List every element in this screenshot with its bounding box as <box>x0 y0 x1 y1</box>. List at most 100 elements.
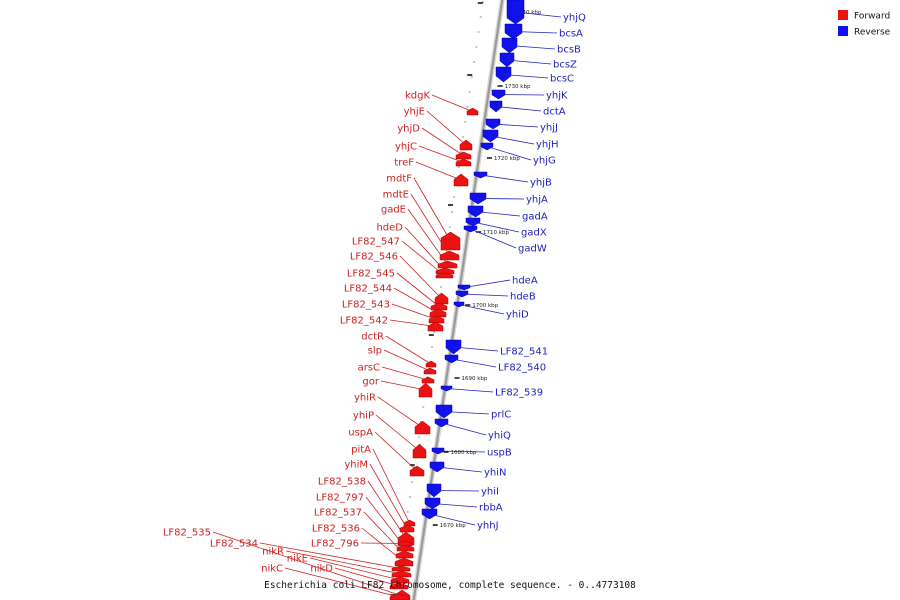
reverse-leader-line <box>429 513 476 526</box>
gene-label-lf82-546[interactable]: LF82_546 <box>350 252 398 263</box>
gene-label-lf82-539[interactable]: LF82_539 <box>495 388 543 399</box>
gene-label-prlc[interactable]: prlC <box>491 410 511 421</box>
gene-label-yhjk[interactable]: yhjK <box>546 91 568 102</box>
gene-label-slp[interactable]: slp <box>368 346 382 357</box>
forward-leader-line <box>421 127 464 156</box>
gene-label-lf82-535[interactable]: LF82_535 <box>163 528 211 539</box>
gene-label-dctr[interactable]: dctR <box>361 332 384 343</box>
gene-label-lf82-540[interactable]: LF82_540 <box>498 363 546 374</box>
gene-label-yhjc[interactable]: yhjC <box>395 142 417 153</box>
forward-leader-line <box>377 396 423 428</box>
gene-label-lf82-536[interactable]: LF82_536 <box>312 524 360 535</box>
reverse-leader-line <box>436 466 483 473</box>
gene-label-yhip[interactable]: yhiP <box>353 411 374 422</box>
reverse-leader-line <box>458 304 505 315</box>
gene-label-bcsz[interactable]: bcsZ <box>553 60 577 71</box>
reverse-leader-line <box>475 211 521 217</box>
gene-label-yhje[interactable]: yhjE <box>404 107 425 118</box>
gene-label-yhjd[interactable]: yhjD <box>397 124 420 135</box>
gene-label-uspb[interactable]: uspB <box>487 448 512 459</box>
gene-label-tref[interactable]: treF <box>394 158 414 169</box>
gene-label-yhid[interactable]: yhiD <box>506 310 529 321</box>
reverse-leader-line <box>432 503 478 508</box>
gene-label-dcta[interactable]: dctA <box>543 107 566 118</box>
gene-label-mdte[interactable]: mdtE <box>383 190 409 201</box>
legend-label: Forward <box>854 12 890 22</box>
gene-label-rbba[interactable]: rbbA <box>479 503 503 514</box>
gene-label-nike[interactable]: nikE <box>287 554 308 565</box>
reverse-leader-line <box>470 228 517 249</box>
gene-label-hdea[interactable]: hdeA <box>512 276 538 287</box>
reverse-leader-line <box>477 198 525 200</box>
reverse-leader-line <box>463 279 511 288</box>
gene-label-gade[interactable]: gadE <box>381 205 406 216</box>
forward-leader-line <box>365 496 406 549</box>
gene-label-kdgk[interactable]: kdgK <box>405 91 430 102</box>
gene-label-lf82-543[interactable]: LF82_543 <box>342 300 390 311</box>
forward-leader-line <box>393 287 439 314</box>
reverse-leader-line <box>451 358 497 368</box>
gene-label-bcsb[interactable]: bcsB <box>557 45 581 56</box>
gene-label-yhim[interactable]: yhiM <box>344 460 368 471</box>
gene-label-hded[interactable]: hdeD <box>376 223 403 234</box>
gene-label-lf82-796[interactable]: LF82_796 <box>311 539 359 550</box>
gene-label-gada[interactable]: gadA <box>522 212 548 223</box>
gene-label-nikr[interactable]: nikR <box>262 547 284 558</box>
position-tick-label: 1670 kbp <box>440 523 466 529</box>
forward-leader-line <box>363 511 405 555</box>
gene-label-nikd[interactable]: nikD <box>310 564 333 575</box>
gene-label-yhhj[interactable]: yhhJ <box>477 521 499 532</box>
gene-label-lf82-541[interactable]: LF82_541 <box>500 347 548 358</box>
position-tick-label: 1700 kbp <box>472 303 498 309</box>
gene-label-lf82-547[interactable]: LF82_547 <box>352 237 400 248</box>
reverse-leader-line <box>503 74 549 79</box>
gene-label-yhja[interactable]: yhjA <box>526 195 548 206</box>
gene-label-yhjh[interactable]: yhjH <box>536 140 559 151</box>
forward-leader-line <box>334 567 400 587</box>
gene-label-lf82-545[interactable]: LF82_545 <box>347 269 395 280</box>
reverse-leader-line <box>486 146 532 161</box>
gene-label-lf82-538[interactable]: LF82_538 <box>318 477 366 488</box>
gene-label-lf82-544[interactable]: LF82_544 <box>344 284 392 295</box>
gene-label-yhjq[interactable]: yhjQ <box>563 13 586 24</box>
gene-label-lf82-537[interactable]: LF82_537 <box>314 508 362 519</box>
gene-label-lf82-542[interactable]: LF82_542 <box>340 316 388 327</box>
forward-leader-line <box>309 557 401 581</box>
gene-label-gor[interactable]: gor <box>362 377 379 388</box>
gene-label-uspa[interactable]: uspA <box>348 428 373 439</box>
position-tick-label: 1710 kbp <box>483 230 509 236</box>
gene-label-bcsa[interactable]: bcsA <box>559 29 583 40</box>
position-tick-label: 1680 kbp <box>451 450 477 456</box>
gene-label-yhii[interactable]: yhiI <box>481 487 499 498</box>
gene-label-mdtf[interactable]: mdtF <box>386 174 412 185</box>
gene-label-gadw[interactable]: gadW <box>518 244 547 255</box>
gene-label-lf82-534[interactable]: LF82_534 <box>210 539 258 550</box>
gene-label-bcsc[interactable]: bcsC <box>550 74 574 85</box>
gene-label-lf82-797[interactable]: LF82_797 <box>316 493 364 504</box>
gene-label-yhjj[interactable]: yhjJ <box>540 123 558 134</box>
reverse-leader-line <box>446 388 494 393</box>
reverse-leader-line <box>480 174 529 183</box>
legend-swatch <box>838 26 848 36</box>
position-tick-label: 1730 kbp <box>505 84 531 90</box>
legend-label: Reverse <box>854 28 891 38</box>
reverse-genes: yhjQ bcsA bcsB bcsZ bcsC yhjK dctA yhjJ yhjH yhjG… <box>421 0 586 532</box>
forward-leader-line <box>404 226 446 272</box>
forward-leader-line <box>381 366 429 381</box>
reverse-leader-line <box>441 422 487 436</box>
gene-label-pita[interactable]: pitA <box>351 445 371 456</box>
gene-label-nikc[interactable]: nikC <box>261 564 283 575</box>
reverse-leader-line <box>513 31 558 34</box>
gene-label-gadx[interactable]: gadX <box>521 228 547 239</box>
reverse-leader-line <box>490 135 535 145</box>
forward-leader-line <box>375 414 420 452</box>
gene-label-yhir[interactable]: yhiR <box>354 393 376 404</box>
gene-label-yhjg[interactable]: yhjG <box>533 156 556 167</box>
gene-label-hdeb[interactable]: hdeB <box>510 292 536 303</box>
gene-label-yhjb[interactable]: yhjB <box>530 178 552 189</box>
gene-label-yhin[interactable]: yhiN <box>484 468 507 479</box>
gene-label-yhiq[interactable]: yhiQ <box>488 431 511 442</box>
gene-label-arsc[interactable]: arsC <box>358 363 380 374</box>
